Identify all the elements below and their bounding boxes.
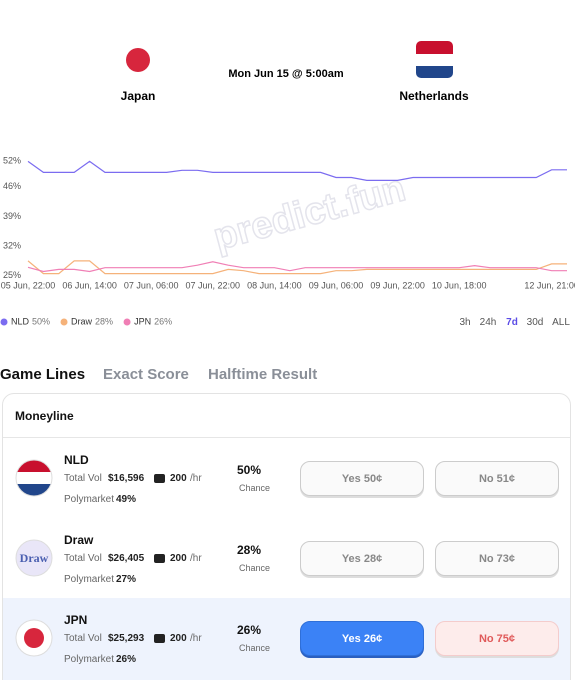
series-line [27,260,567,275]
market-row: JPN Total Vol $25,293 200/hr Polymarket 26% 26… [3,598,570,680]
chance-label: Chance [239,643,271,653]
legend-dot [0,318,8,326]
vol-label: Total Vol [64,553,102,564]
x-tick-label: 12 Jun, 21:00 [524,280,575,290]
chance-label: Chance [239,563,271,573]
range-button[interactable]: ALL [552,317,570,328]
row-icon: Draw [15,539,53,582]
tab[interactable]: Halftime Result [208,366,318,383]
series-line [27,261,567,273]
range-button[interactable]: 7d [506,317,518,328]
x-tick-label: 09 Jun, 22:00 [370,280,425,290]
x-tick-label: 07 Jun, 22:00 [186,280,241,290]
legend-dot [123,318,131,326]
y-tick-label: 52% [3,156,21,166]
no-button[interactable]: No 51¢ [435,461,559,496]
rate-icon [154,634,165,643]
legend-dot [60,318,68,326]
x-tick-label: 08 Jun, 14:00 [247,280,302,290]
row-name: NLD [64,453,89,467]
tab[interactable]: Game Lines [0,366,86,383]
x-tick-label: 05 Jun, 22:00 [1,280,56,290]
row-name: Draw [64,533,94,547]
legend-name: JPN [134,316,151,326]
divider [3,437,570,438]
row-icon [15,619,53,662]
rate: 200 [170,553,187,564]
watermark: predict.fun [209,167,410,258]
y-tick-label: 39% [3,211,21,221]
chart: 25% 32% 39% 46% 52% 05 Jun, 22:00 06 Jun, 14:0… [0,156,575,326]
legend-value: 28% [95,316,113,326]
x-tick-label: 09 Jun, 06:00 [309,280,364,290]
tab[interactable]: Exact Score [103,366,189,383]
y-tick-label: 46% [3,181,21,191]
rate: 200 [170,473,187,484]
market-row: Draw Draw Total Vol $26,405 200/hr Polymarket… [3,518,570,598]
japan-flag [126,48,150,72]
match-time: Mon Jun 15 @ 5:00am [228,68,343,80]
yes-button[interactable]: Yes 50¢ [300,461,424,496]
source: Polymarket [64,494,115,505]
netherlands-flag [416,41,453,78]
y-tick-label: 32% [3,240,21,250]
range-button[interactable]: 30d [526,317,544,328]
rate-unit: /hr [190,633,202,644]
y-tick-label: 25% [3,270,21,280]
legend-name: Draw [71,316,93,326]
legend-value: 26% [154,316,172,326]
source-pct: 26% [116,654,137,665]
yes-button[interactable]: Yes 28¢ [300,541,424,576]
chance: 28% [237,543,262,557]
x-tick-label: 07 Jun, 06:00 [124,280,179,290]
yes-button[interactable]: Yes 26¢ [300,621,424,656]
no-button[interactable]: No 75¢ [435,621,559,656]
draw-icon-text: Draw [20,551,49,565]
row-name: JPN [64,613,88,627]
source: Polymarket [64,654,115,665]
source: Polymarket [64,574,115,585]
volume: $26,405 [108,553,145,564]
row-icon [15,459,53,502]
vol-label: Total Vol [64,473,102,484]
rate-unit: /hr [190,553,202,564]
market-row: NLD Total Vol $16,596 200/hr Polymarket 49% 50… [3,438,570,518]
x-tick-label: 10 Jun, 18:00 [432,280,487,290]
chance: 50% [237,463,262,477]
rate-unit: /hr [190,473,202,484]
home-team: Japan [121,89,156,103]
away-team: Netherlands [399,89,469,103]
volume: $16,596 [108,473,145,484]
source-pct: 49% [116,494,137,505]
legend-value: 50% [32,316,50,326]
range-button[interactable]: 24h [479,317,497,328]
vol-label: Total Vol [64,633,102,644]
market-card: Moneyline NLD Total Vol $16,596 200/hr Polym… [2,393,571,680]
x-tick-label: 06 Jun, 14:00 [62,280,117,290]
rate-icon [154,474,165,483]
volume: $25,293 [108,633,145,644]
no-button[interactable]: No 73¢ [435,541,559,576]
top-graphics: Japan Mon Jun 15 @ 5:00am Netherlands pr… [0,41,575,326]
chance: 26% [237,623,262,637]
rate-icon [154,554,165,563]
source-pct: 27% [116,574,137,585]
range-button[interactable]: 3h [459,317,471,328]
market-title: Moneyline [15,409,74,423]
chance-label: Chance [239,483,271,493]
legend-name: NLD [11,316,30,326]
rate: 200 [170,633,187,644]
series-line [27,160,567,181]
